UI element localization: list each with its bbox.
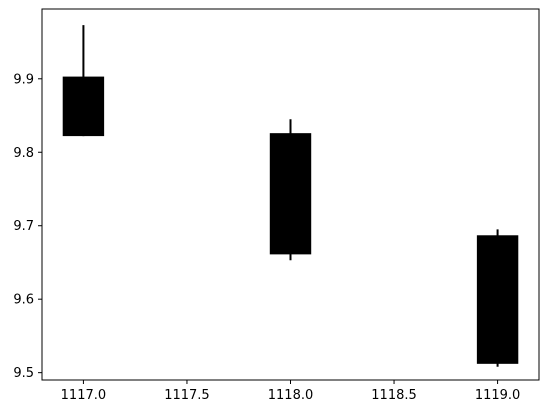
y-tick-label: 9.6: [13, 293, 34, 308]
x-tick-label: 1118.5: [371, 388, 417, 403]
candle-body-2: [269, 133, 312, 255]
y-tick-label: 9.5: [13, 366, 34, 381]
y-tick-label: 9.8: [13, 146, 34, 161]
y-axis: 9.5 9.6 9.7 9.8 9.9: [13, 72, 42, 381]
x-tick-label: 1117.5: [164, 388, 210, 403]
candle-body-3: [476, 235, 519, 364]
y-tick-label: 9.7: [13, 219, 34, 234]
x-tick-label: 1117.0: [61, 388, 107, 403]
candles-group: [62, 25, 519, 367]
x-axis: 1117.0 1117.5 1118.0 1118.5 1119.0: [61, 380, 521, 403]
plot-frame: [41, 8, 540, 381]
y-tick-label: 9.9: [13, 72, 34, 87]
candle-body-1: [62, 76, 105, 137]
x-tick-label: 1119.0: [475, 388, 521, 403]
x-tick-label: 1118.0: [268, 388, 314, 403]
